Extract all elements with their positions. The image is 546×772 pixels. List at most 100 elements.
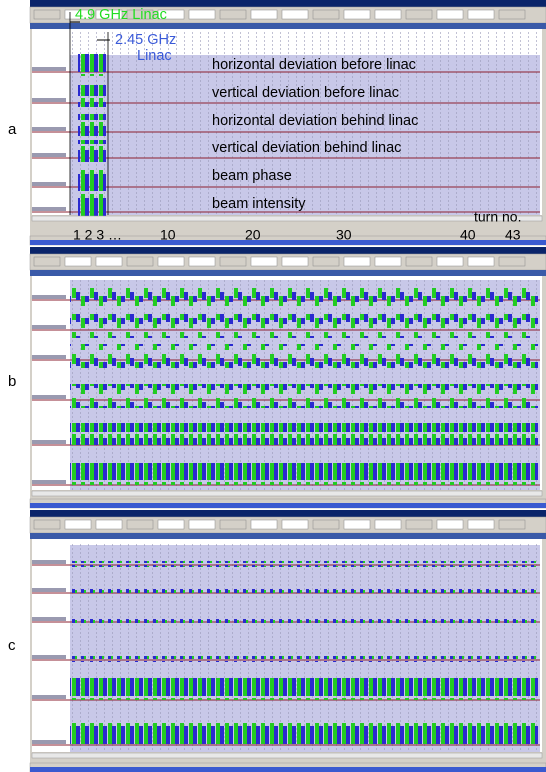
toolbar-field xyxy=(374,9,402,20)
app-window xyxy=(29,247,546,509)
trace-name xyxy=(32,98,66,102)
toolbar-field xyxy=(312,9,340,20)
toolbar-field xyxy=(250,519,278,530)
toolbar-field xyxy=(126,9,154,20)
annotations: a b c 4.9 GHz Linac 2.45 GHz Linac horiz… xyxy=(8,7,521,654)
toolbar-field xyxy=(343,256,371,267)
toolbar-field xyxy=(405,9,433,20)
trace-label: beam phase xyxy=(212,168,292,184)
trace-label: beam intensity xyxy=(212,196,306,212)
taskbar xyxy=(30,767,546,772)
screenshots xyxy=(29,0,546,772)
trace-bars xyxy=(70,678,538,700)
trace-name xyxy=(32,182,66,186)
toolbar-field xyxy=(405,519,433,530)
toolbar-field xyxy=(250,9,278,20)
toolbar-field xyxy=(436,256,464,267)
toolbar-field xyxy=(312,519,340,530)
toolbar-field xyxy=(188,256,216,267)
trace-bars xyxy=(78,54,106,76)
turn-label: 10 xyxy=(160,227,176,243)
trace-bars xyxy=(70,314,538,338)
panel-label: c xyxy=(8,637,16,654)
path-bar xyxy=(30,270,546,276)
toolbar-field xyxy=(281,9,309,20)
turn-label: 1 2 3 … xyxy=(73,227,122,243)
toolbar-field xyxy=(95,256,123,267)
title-bar xyxy=(30,510,546,517)
toolbar-field xyxy=(64,9,92,20)
plot-grid xyxy=(70,32,540,215)
turn-label: 40 xyxy=(460,227,476,243)
trace-label: horizontal deviation before linac xyxy=(212,57,416,73)
trace-bars xyxy=(70,589,538,595)
toolbar-field xyxy=(405,256,433,267)
trace-name xyxy=(32,295,66,299)
trace-name xyxy=(32,655,66,659)
trace-name xyxy=(32,355,66,359)
title-bar xyxy=(30,247,546,254)
trace-label: vertical deviation before linac xyxy=(212,85,399,101)
trace-name xyxy=(32,67,66,71)
toolbar-field xyxy=(312,256,340,267)
taskbar xyxy=(30,240,546,245)
toolbar-field xyxy=(436,9,464,20)
linac-label: 4.9 GHz Linac xyxy=(75,7,167,23)
toolbar-field xyxy=(188,9,216,20)
trace-name xyxy=(32,207,66,211)
taskbar xyxy=(30,503,546,508)
trace-bars xyxy=(78,194,106,216)
turn-label: 20 xyxy=(245,227,261,243)
toolbar-field xyxy=(436,519,464,530)
trace-bars xyxy=(70,463,538,485)
toolbar-field xyxy=(467,9,495,20)
toolbar-field xyxy=(219,9,247,20)
toolbar-field xyxy=(374,256,402,267)
trace-label: vertical deviation behind linac xyxy=(212,140,401,156)
toolbar-field xyxy=(374,519,402,530)
trace-name xyxy=(32,695,66,699)
toolbar-field xyxy=(343,9,371,20)
toolbar-field xyxy=(33,256,61,267)
toolbar-field xyxy=(157,9,185,20)
turn-label: 43 xyxy=(505,227,521,243)
app-window xyxy=(29,0,546,246)
toolbar-field xyxy=(498,519,526,530)
toolbar-field xyxy=(64,256,92,267)
trace-name xyxy=(32,127,66,131)
toolbar-field xyxy=(250,256,278,267)
trace-name xyxy=(32,153,66,157)
trace-name xyxy=(32,740,66,744)
toolbar-field xyxy=(64,519,92,530)
toolbar-field xyxy=(281,256,309,267)
linac-label: 2.45 GHz xyxy=(115,32,176,48)
plot-grid xyxy=(70,542,540,752)
toolbar-field xyxy=(219,256,247,267)
toolbar-field xyxy=(95,9,123,20)
title-bar xyxy=(30,0,546,7)
turn-label: 30 xyxy=(336,227,352,243)
toolbar-field xyxy=(498,9,526,20)
trace-bars xyxy=(78,85,106,107)
trace-bars xyxy=(70,384,538,408)
turn-axis-title: turn no. xyxy=(474,209,521,225)
path-bar xyxy=(30,23,546,29)
trace-name xyxy=(32,325,66,329)
app-window xyxy=(29,510,546,772)
trace-name xyxy=(32,588,66,592)
trace-name xyxy=(32,440,66,444)
trace-name xyxy=(32,560,66,564)
toolbar-field xyxy=(33,519,61,530)
toolbar-field xyxy=(157,256,185,267)
path-bar xyxy=(30,533,546,539)
trace-bars xyxy=(78,169,106,191)
trace-label: horizontal deviation behind linac xyxy=(212,113,418,129)
toolbar-field xyxy=(126,519,154,530)
panel-label: b xyxy=(8,373,16,390)
toolbar-field xyxy=(498,256,526,267)
trace-bars xyxy=(70,284,538,308)
toolbar-field xyxy=(281,519,309,530)
toolbar-field xyxy=(219,519,247,530)
